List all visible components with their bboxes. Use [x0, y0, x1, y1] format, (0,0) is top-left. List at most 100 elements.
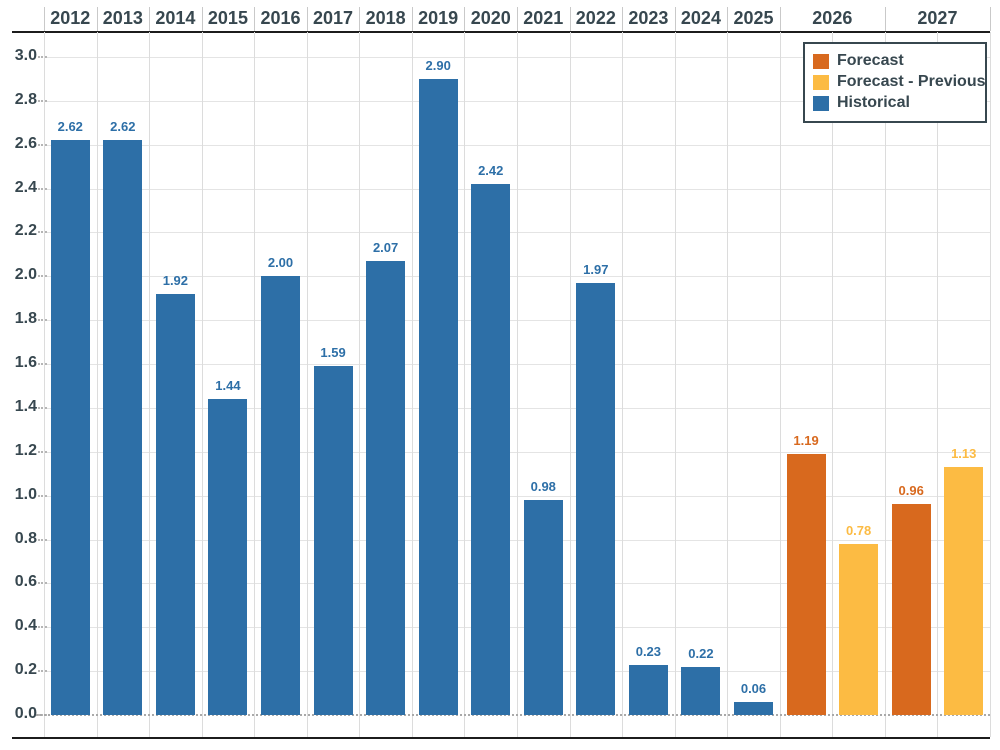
y-tick-label: 2.8 — [14, 90, 37, 108]
x-axis-separator — [254, 7, 256, 31]
x-tick-label-2020: 2020 — [470, 8, 511, 28]
bar-value-label: 1.97 — [583, 261, 609, 277]
legend: Forecast Forecast - Previous Historical — [803, 42, 987, 123]
y-tick-dots — [38, 626, 47, 629]
bar-2013-historical[interactable] — [103, 140, 143, 715]
x-tick-label-2023: 2023 — [628, 8, 669, 28]
x-tick-label-2014: 2014 — [155, 8, 196, 28]
bar-2012-historical[interactable] — [50, 140, 90, 715]
bar-value-label: 2.00 — [267, 255, 294, 271]
x-tick-label-2017: 2017 — [313, 8, 354, 28]
x-axis-separator — [411, 7, 413, 31]
x-tick-label-2016: 2016 — [260, 8, 301, 28]
y-tick-label: 0.8 — [14, 529, 37, 547]
bar-2018-historical[interactable] — [366, 260, 406, 715]
x-axis-separator — [201, 7, 203, 31]
x-axis-separator — [884, 7, 886, 31]
y-tick-dots — [38, 319, 47, 322]
gridline-v — [96, 32, 98, 737]
bar-2023-historical[interactable] — [628, 664, 668, 715]
gridline-v — [411, 32, 413, 737]
x-tick-label-2018: 2018 — [365, 8, 406, 28]
gridline-v — [44, 32, 45, 737]
bar-value-label: 0.06 — [740, 680, 767, 696]
bar-2021-historical[interactable] — [523, 500, 563, 715]
bar-2014-historical[interactable] — [155, 293, 195, 715]
x-axis-separator — [464, 7, 466, 31]
gridline-v — [884, 32, 886, 737]
gridline-v — [254, 32, 256, 737]
bar-value-label: 2.42 — [478, 163, 504, 179]
x-tick-label-2019: 2019 — [418, 8, 459, 28]
gridline-v — [517, 32, 518, 737]
bar-2027-forecast[interactable] — [891, 504, 931, 715]
bar-value-label: 1.19 — [793, 432, 819, 448]
x-tick-label-2026: 2026 — [812, 8, 853, 28]
y-tick-dots — [38, 363, 47, 366]
y-tick-label: 1.8 — [14, 310, 37, 328]
legend-swatch-forecast — [813, 53, 829, 69]
bar-2017-historical[interactable] — [313, 366, 353, 715]
x-tick-label-2024: 2024 — [680, 8, 721, 28]
bar-value-label: 0.96 — [898, 483, 924, 499]
bar-value-label: 2.07 — [372, 239, 399, 255]
y-tick-dots — [38, 143, 47, 146]
gridline-v — [201, 32, 203, 737]
y-tick-label: 1.6 — [14, 354, 37, 372]
bar-value-label: 1.13 — [951, 446, 977, 462]
y-tick-label: 2.2 — [14, 222, 37, 240]
bar-2026-forecast-previous[interactable] — [839, 543, 879, 715]
x-axis-separator — [990, 7, 991, 31]
x-tick-label-2027: 2027 — [917, 8, 958, 28]
bar-value-label: 1.59 — [320, 345, 346, 361]
bar-value-label: 2.90 — [425, 57, 451, 73]
x-axis-separator — [149, 7, 151, 31]
bar-value-label: 0.98 — [530, 479, 556, 495]
gridline-v — [990, 32, 991, 737]
x-axis-separator — [622, 7, 624, 31]
legend-item-forecast-previous[interactable]: Forecast - Previous — [813, 72, 986, 92]
y-tick-dots — [38, 582, 47, 585]
y-tick-label: 2.4 — [14, 178, 37, 196]
x-tick-label-2015: 2015 — [207, 8, 248, 28]
y-tick-dots — [38, 187, 47, 190]
bar-2020-historical[interactable] — [471, 184, 511, 715]
y-tick-dots — [38, 538, 47, 541]
gridline-v — [937, 32, 939, 737]
bar-2022-historical[interactable] — [576, 282, 616, 715]
x-axis-separator — [306, 7, 308, 31]
y-tick-label: 1.4 — [14, 397, 37, 415]
x-tick-label-2012: 2012 — [50, 8, 91, 28]
y-tick-dots — [38, 231, 47, 234]
bar-2015-historical[interactable] — [208, 399, 248, 715]
x-axis-separator — [674, 7, 676, 31]
y-tick-label: 1.0 — [14, 485, 37, 503]
x-axis-separator — [517, 7, 518, 31]
legend-swatch-historical — [813, 95, 829, 111]
gridline-v — [622, 32, 624, 737]
gridline-v — [779, 32, 781, 737]
gridline-v — [832, 32, 834, 737]
gridline-v — [727, 32, 729, 737]
y-tick-dots — [38, 99, 47, 102]
y-tick-label: 0.4 — [14, 617, 37, 635]
gridline-v — [569, 32, 571, 737]
bar-2025-historical[interactable] — [734, 701, 773, 715]
bar-2016-historical[interactable] — [261, 276, 300, 715]
x-axis-separator — [96, 7, 98, 31]
legend-item-historical[interactable]: Historical — [813, 93, 979, 113]
bar-2026-forecast[interactable] — [786, 453, 826, 715]
x-axis-separator — [569, 7, 571, 31]
gridline-v — [674, 32, 676, 737]
y-tick-dots — [38, 494, 47, 497]
gridline-v — [149, 32, 151, 737]
y-tick-dots — [38, 670, 47, 673]
bar-2019-historical[interactable] — [418, 78, 458, 715]
legend-item-forecast[interactable]: Forecast — [813, 51, 979, 71]
bar-2027-forecast-previous[interactable] — [944, 467, 984, 715]
bar-2024-historical[interactable] — [681, 666, 721, 715]
x-axis-separator — [44, 7, 45, 31]
y-tick-dots — [38, 275, 47, 278]
x-tick-label-2022: 2022 — [575, 8, 616, 28]
